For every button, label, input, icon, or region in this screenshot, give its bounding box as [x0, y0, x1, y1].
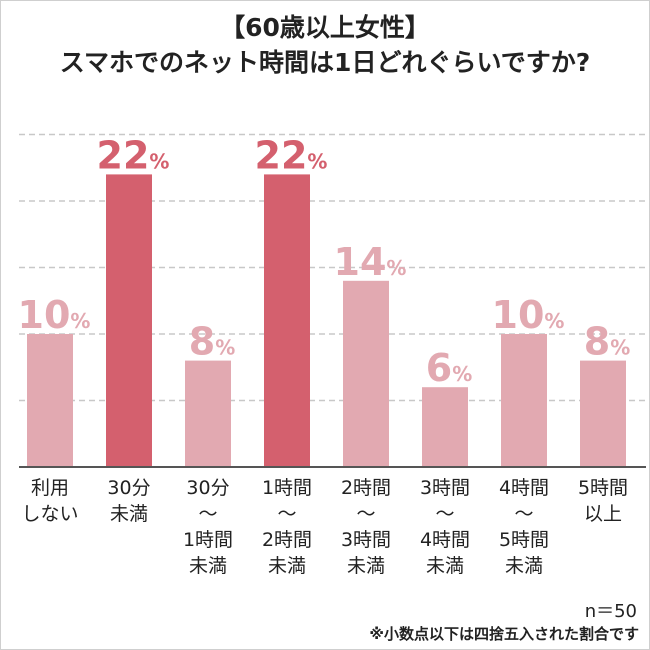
x-tick-label-7: 4時間 〜 5時間 未満 — [498, 477, 550, 577]
data-label-8: 8% — [584, 320, 631, 364]
bar-7 — [501, 334, 547, 467]
sample-size-label: n＝50 — [584, 601, 637, 622]
data-label-1: 10% — [18, 293, 91, 337]
x-tick-label-1: 利用 しない — [21, 477, 79, 525]
x-tick-label-2: 30分 未満 — [107, 477, 151, 525]
bar-4 — [264, 174, 310, 467]
bar-8 — [580, 360, 626, 467]
chart-title-line2: スマホでのネット時間は1日どれぐらいですか? — [59, 48, 591, 77]
chart-title-line1: 【60歳以上女性】 — [220, 13, 430, 42]
data-label-2: 22% — [97, 133, 170, 177]
data-label-6: 6% — [426, 346, 473, 390]
x-tick-label-4: 1時間 〜 2時間 未満 — [261, 477, 313, 577]
bar-6 — [422, 387, 468, 467]
bar-2 — [106, 174, 152, 467]
x-tick-label-5: 2時間 〜 3時間 未満 — [340, 477, 392, 577]
x-tick-label-6: 3時間 〜 4時間 未満 — [419, 477, 471, 577]
bar-chart: 10% 22% 8% 22% 14% 6% 10% 8% — [18, 133, 646, 468]
x-tick-label-8: 5時間 以上 — [577, 477, 629, 525]
data-label-5: 14% — [334, 240, 407, 284]
bar-3 — [185, 360, 231, 467]
data-label-7: 10% — [492, 293, 565, 337]
data-label-4: 22% — [255, 133, 328, 177]
x-tick-label-3: 30分 〜 1時間 未満 — [182, 477, 234, 577]
bar-5 — [343, 280, 389, 467]
bar-1 — [27, 334, 73, 467]
rounding-footnote: ※小数点以下は四捨五入された割合です — [369, 625, 639, 643]
data-label-3: 8% — [189, 320, 236, 364]
